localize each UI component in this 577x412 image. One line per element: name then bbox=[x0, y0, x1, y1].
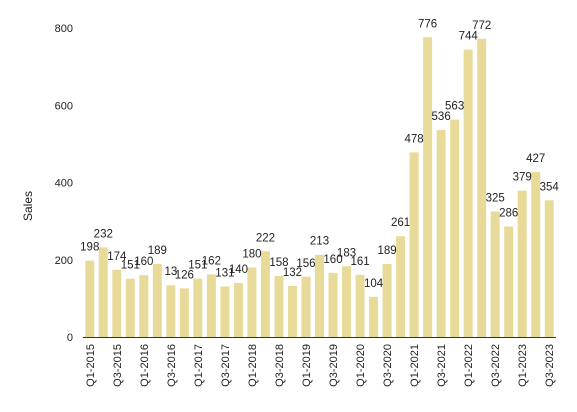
x-tick-label: Q1-2022 bbox=[463, 344, 475, 387]
bar-q3-2015 bbox=[112, 269, 122, 337]
x-tick-label: Q3-2023 bbox=[544, 344, 556, 387]
bar-q4-2020 bbox=[396, 236, 406, 337]
bar-q1-2016 bbox=[139, 275, 149, 337]
y-tick-label: 200 bbox=[55, 255, 73, 267]
bar-q1-2022 bbox=[463, 49, 473, 337]
bar-q4-2017 bbox=[233, 282, 243, 337]
data-label: 151 bbox=[121, 260, 140, 272]
bar-q4-2016 bbox=[179, 288, 189, 337]
x-tick-label: Q3-2016 bbox=[166, 344, 178, 387]
bar-q2-2020 bbox=[369, 296, 379, 337]
y-tick-label: 0 bbox=[67, 332, 73, 344]
bar-q3-2017 bbox=[220, 286, 230, 337]
data-label: 427 bbox=[526, 153, 545, 165]
data-label: 160 bbox=[323, 254, 342, 266]
data-label: 189 bbox=[377, 245, 396, 257]
bar-q1-2021 bbox=[409, 152, 419, 337]
y-axis: 0 200 400 600 800 bbox=[55, 23, 73, 344]
data-label: 131 bbox=[215, 267, 234, 279]
bar-q1-2017 bbox=[193, 278, 203, 337]
bar-q2-2022 bbox=[477, 38, 487, 338]
data-label: 198 bbox=[80, 242, 99, 254]
bar-q3-2018 bbox=[274, 275, 284, 337]
data-label: 772 bbox=[472, 20, 491, 32]
x-tick-label: Q1-2015 bbox=[85, 344, 97, 387]
bar-q2-2023 bbox=[531, 172, 541, 337]
data-label: 158 bbox=[269, 257, 288, 269]
data-label: 563 bbox=[445, 101, 464, 113]
bar-q2-2021 bbox=[423, 37, 433, 338]
bar-q3-2022 bbox=[490, 211, 500, 337]
bar-q3-2021 bbox=[436, 129, 446, 337]
bar-q1-2023 bbox=[517, 190, 527, 337]
x-axis: Q1-2015 Q3-2015 Q1-2016 Q3-2016 Q1-2017 Q3-20… bbox=[83, 337, 556, 387]
x-tick-label: Q1-2023 bbox=[517, 344, 529, 387]
bar-q3-2020 bbox=[382, 264, 392, 337]
data-label: 478 bbox=[405, 133, 424, 145]
x-tick-label: Q1-2016 bbox=[139, 344, 151, 387]
bar-q1-2018 bbox=[247, 267, 257, 337]
bar-q3-2019 bbox=[328, 272, 338, 337]
data-label: 126 bbox=[175, 269, 194, 281]
data-label: 189 bbox=[148, 245, 167, 257]
x-tick-label: Q1-2018 bbox=[247, 344, 259, 387]
x-tick-label: Q1-2017 bbox=[193, 344, 205, 387]
y-tick-label: 800 bbox=[55, 23, 73, 35]
data-label: 160 bbox=[134, 256, 153, 268]
bar-q4-2021 bbox=[450, 119, 460, 337]
bars bbox=[85, 37, 554, 338]
data-label: 261 bbox=[391, 217, 410, 229]
x-tick-label: Q3-2022 bbox=[490, 344, 502, 387]
data-label: 232 bbox=[94, 228, 113, 240]
data-label: 161 bbox=[350, 256, 369, 268]
bar-q2-2015 bbox=[98, 247, 108, 337]
bar-q4-2018 bbox=[287, 286, 297, 337]
x-tick-label: Q1-2021 bbox=[409, 344, 421, 387]
data-label: 140 bbox=[229, 264, 248, 276]
data-label: 104 bbox=[364, 278, 384, 290]
x-tick-label: Q1-2020 bbox=[355, 344, 367, 387]
bar-q2-2016 bbox=[152, 264, 162, 337]
data-label: 286 bbox=[499, 208, 518, 220]
bar-q1-2015 bbox=[85, 260, 95, 337]
bar-q2-2018 bbox=[260, 251, 270, 337]
x-tick-label: Q3-2015 bbox=[112, 344, 124, 387]
data-label: 325 bbox=[486, 192, 505, 204]
bar-q3-2016 bbox=[166, 285, 176, 337]
data-label: 174 bbox=[107, 251, 127, 263]
x-tick-label: Q3-2017 bbox=[220, 344, 232, 387]
data-label: 180 bbox=[242, 248, 261, 260]
x-tick-label: Q3-2021 bbox=[436, 344, 448, 387]
data-label: 536 bbox=[432, 111, 451, 123]
y-tick-label: 400 bbox=[55, 178, 73, 190]
x-tick-label: Q3-2018 bbox=[274, 344, 286, 387]
data-label: 354 bbox=[540, 181, 560, 193]
y-axis-title: Sales bbox=[21, 191, 35, 221]
data-labels: 1982321741511601891312615116213114018022… bbox=[80, 18, 559, 290]
x-tick-label: Q3-2020 bbox=[382, 344, 394, 387]
data-label: 213 bbox=[310, 236, 329, 248]
bar-q4-2019 bbox=[342, 266, 352, 337]
y-tick-label: 600 bbox=[55, 100, 73, 112]
data-label: 156 bbox=[296, 258, 315, 270]
data-label: 132 bbox=[283, 267, 302, 279]
bar-q3-2023 bbox=[544, 200, 554, 337]
data-label: 13 bbox=[164, 266, 177, 278]
data-label: 379 bbox=[513, 172, 532, 184]
data-label: 183 bbox=[337, 247, 356, 259]
bar-q2-2019 bbox=[315, 254, 324, 337]
data-label: 162 bbox=[202, 255, 221, 267]
bar-q4-2022 bbox=[504, 226, 514, 337]
bar-q4-2015 bbox=[125, 278, 135, 337]
bar-q2-2017 bbox=[206, 274, 216, 337]
data-label: 744 bbox=[459, 31, 479, 43]
x-tick-label: Q1-2019 bbox=[301, 344, 313, 387]
data-label: 776 bbox=[418, 18, 437, 30]
data-label: 151 bbox=[188, 260, 207, 272]
x-tick-label: Q3-2019 bbox=[328, 344, 340, 387]
bar-q1-2020 bbox=[355, 274, 365, 337]
bar-q1-2019 bbox=[301, 276, 311, 337]
data-label: 222 bbox=[256, 232, 275, 244]
